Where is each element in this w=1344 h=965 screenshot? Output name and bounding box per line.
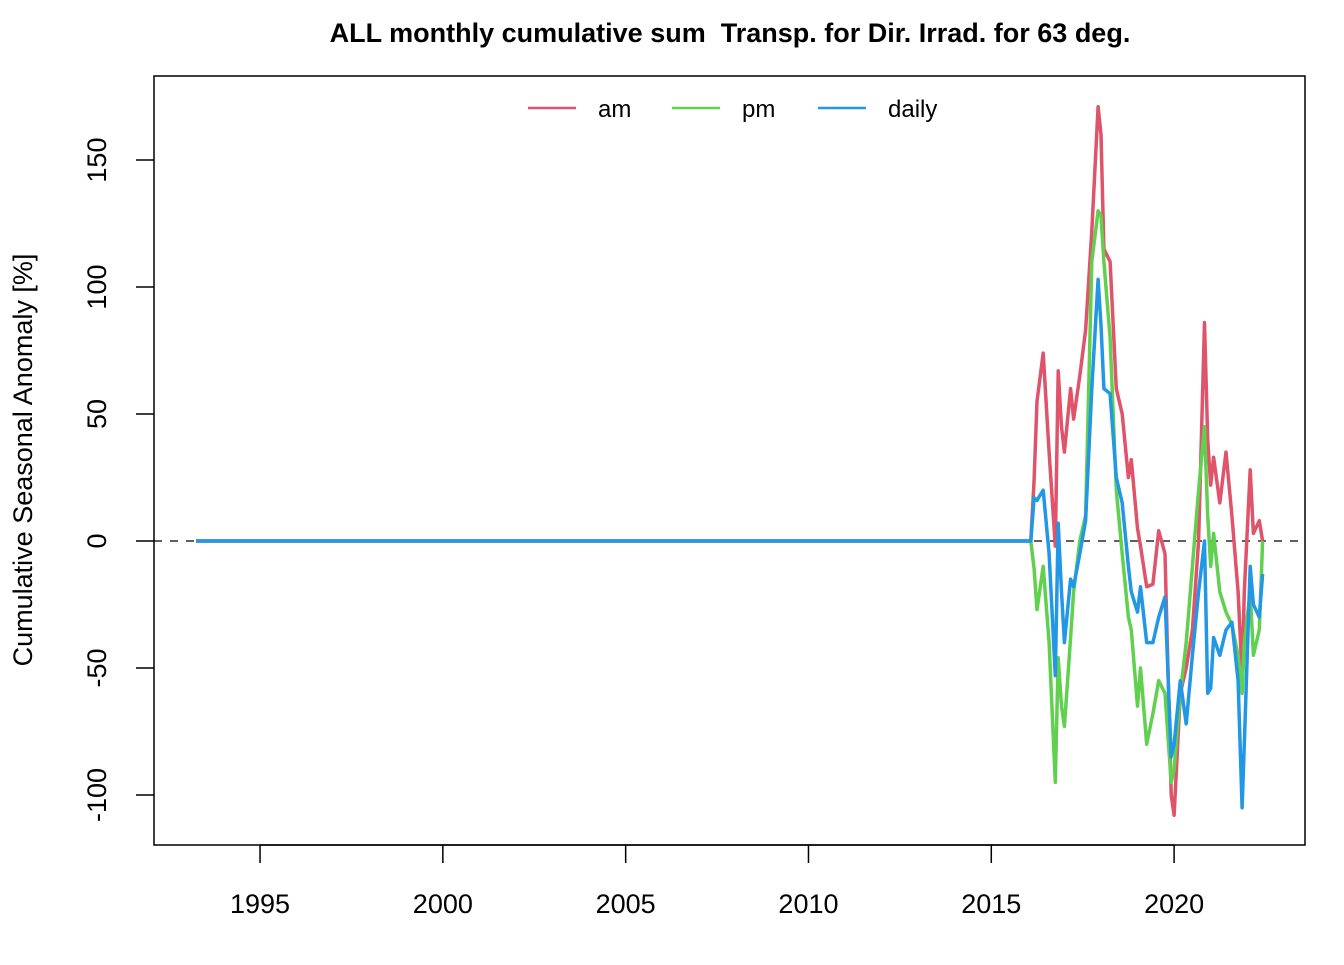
legend-label: am <box>598 96 631 123</box>
x-tick-label: 2020 <box>1144 889 1204 919</box>
y-tick-label: 100 <box>82 265 112 310</box>
x-tick-label: 2010 <box>778 889 838 919</box>
series-line <box>196 277 1265 810</box>
chart-title: ALL monthly cumulative sum Transp. for D… <box>330 18 1131 48</box>
y-axis-label: Cumulative Seasonal Anomaly [%] <box>8 254 38 667</box>
x-tick-label: 2000 <box>413 889 473 919</box>
legend-label: daily <box>888 96 937 123</box>
y-tick-label: 50 <box>82 399 112 429</box>
x-tick-label: 1995 <box>230 889 290 919</box>
x-tick-label: 2005 <box>596 889 656 919</box>
x-tick-label: 2015 <box>961 889 1021 919</box>
y-tick-label: -50 <box>82 648 112 687</box>
series-line <box>196 209 1265 785</box>
y-tick-label: 150 <box>82 138 112 183</box>
y-tick-label: 0 <box>82 533 112 548</box>
y-tick-label: -100 <box>82 768 112 822</box>
legend-label: pm <box>742 96 775 123</box>
series-line <box>196 104 1265 818</box>
